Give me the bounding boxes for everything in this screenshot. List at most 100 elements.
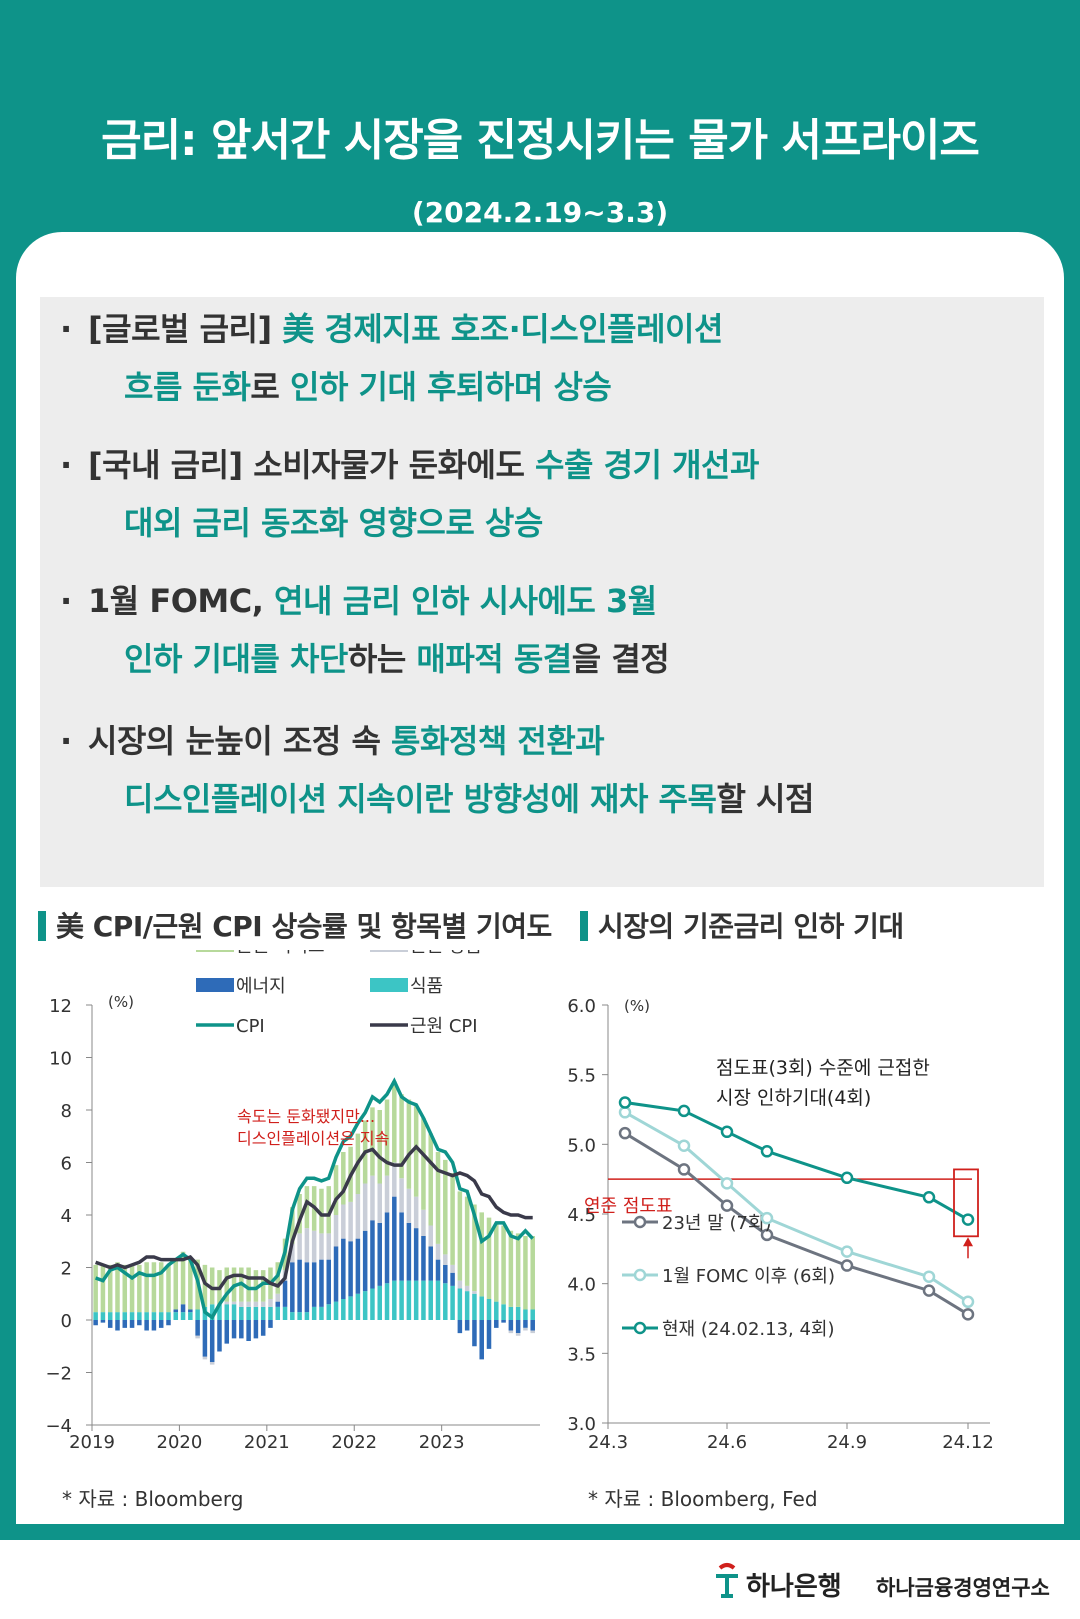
y-tick-label: 6 <box>61 1154 72 1175</box>
bar-energy <box>333 1246 339 1302</box>
bullet-dot: · <box>60 310 72 348</box>
chart-annotation: 디스인플레이션은 지속 <box>237 1129 389 1148</box>
bar-energy <box>115 1320 120 1331</box>
left-source: * 자료 : Bloomberg <box>62 1487 244 1511</box>
bar-energy <box>93 1320 98 1326</box>
highlight-text: 연내 금리 인하 시사에도 3월 <box>274 582 657 620</box>
bar-energy <box>501 1320 506 1323</box>
right-chart-title: 시장의 기준금리 인하 기대 <box>580 905 904 945</box>
y-tick-label: 8 <box>61 1101 72 1122</box>
bar-food <box>377 1285 382 1320</box>
bar-food <box>275 1306 281 1320</box>
bar-food <box>479 1296 484 1320</box>
bar-food <box>304 1312 310 1320</box>
bullet-text: 할 시점 <box>716 780 814 818</box>
bar-goods <box>326 1233 332 1260</box>
bar-food <box>399 1280 404 1320</box>
y-tick-label: 4.5 <box>567 1205 596 1226</box>
core-cpi-line <box>95 1144 533 1291</box>
bar-goods <box>457 1280 463 1289</box>
bar-goods <box>377 1183 382 1223</box>
bullet-text: [글로벌 금리] <box>88 310 283 348</box>
bar-energy <box>129 1320 135 1328</box>
series-point <box>840 1259 854 1272</box>
bar-food <box>239 1306 244 1320</box>
bar-energy <box>209 1320 215 1362</box>
bar-energy <box>472 1320 477 1347</box>
bar-energy <box>268 1320 273 1328</box>
chart-annotation: 시장 인하기대(4회) <box>716 1087 871 1109</box>
bar-services <box>421 1117 426 1210</box>
bar-food <box>217 1304 222 1320</box>
series-point <box>922 1284 936 1297</box>
series-point <box>720 1125 734 1139</box>
bar-energy <box>326 1259 332 1305</box>
bar-goods <box>428 1225 433 1247</box>
footer-logo-text: 하나은행 <box>746 1572 842 1602</box>
bar-food <box>355 1293 361 1320</box>
legend-label: 근원 CPI <box>410 1016 478 1037</box>
bar-energy <box>428 1246 433 1281</box>
bar-goods <box>290 1243 295 1263</box>
bar-services <box>384 1099 390 1176</box>
bar-food <box>224 1304 230 1320</box>
bar-food <box>195 1309 200 1320</box>
bar-energy <box>362 1230 368 1292</box>
highlight-text: 수출 경기 개선과 <box>535 446 759 484</box>
legend-swatch <box>196 978 234 992</box>
bar-energy <box>151 1320 157 1331</box>
y-tick-label: 6.0 <box>567 996 596 1017</box>
y-tick-label: 5.5 <box>567 1066 596 1087</box>
series-point <box>760 1145 774 1158</box>
legend-label: 에너지 <box>236 976 286 997</box>
bar-food <box>326 1304 332 1320</box>
bar-services <box>129 1264 135 1313</box>
bar-energy <box>246 1320 251 1341</box>
bar-energy <box>290 1262 295 1313</box>
bar-food <box>319 1306 324 1320</box>
cpi-contribution-chart: 12 10 8 6 4 2 0 −2 −4 (%) 2019 2020 2021 2022 2023 근원 서… <box>45 950 540 1450</box>
bar-goods <box>341 1204 346 1239</box>
bar-services <box>137 1264 142 1313</box>
hana-logo-icon <box>716 1563 738 1598</box>
bar-energy <box>464 1320 470 1331</box>
bar-services <box>341 1152 346 1205</box>
bar-goods <box>530 1330 535 1334</box>
bar-energy <box>319 1259 324 1307</box>
bar-food <box>311 1306 317 1320</box>
x-tick-label: 2019 <box>69 1432 115 1450</box>
bar-food <box>129 1312 135 1320</box>
bar-energy <box>348 1241 353 1297</box>
summary-bullet: · 시장의 눈높이 조정 속 통화정책 전환과 디스인플레이션 지속이란 방향성에 … <box>60 712 814 828</box>
bar-services <box>501 1225 506 1305</box>
bar-goods <box>260 1301 266 1307</box>
bar-food <box>392 1280 397 1320</box>
bar-services <box>202 1264 208 1307</box>
bar-services <box>158 1262 164 1313</box>
y-unit-label: (%) <box>624 997 650 1015</box>
bar-food <box>362 1291 368 1320</box>
bar-goods <box>202 1356 208 1360</box>
rate-cut-expectation-chart: 6.0 5.5 5.0 4.5 4.0 3.5 3.0 (%) 24.3 24.6 24.9 24.1… <box>567 996 993 1450</box>
highlight-text: 흐름 둔화 <box>124 368 251 406</box>
bar-goods <box>355 1194 361 1239</box>
title-bar-icon <box>38 911 46 941</box>
bar-services <box>333 1165 339 1215</box>
bar-services <box>472 1204 477 1292</box>
series-point <box>961 1295 975 1309</box>
bar-energy <box>530 1320 535 1331</box>
x-tick-label: 2020 <box>157 1432 203 1450</box>
y-tick-label: −4 <box>45 1416 72 1437</box>
bar-services <box>450 1173 455 1265</box>
bar-services <box>188 1257 193 1310</box>
bar-food <box>384 1283 390 1320</box>
bar-energy <box>523 1320 528 1328</box>
bar-food <box>450 1285 455 1320</box>
bar-energy <box>144 1320 149 1331</box>
bar-energy <box>457 1320 463 1334</box>
dot-plot-label: 연준 점도표 <box>584 1196 673 1217</box>
bar-energy <box>377 1222 382 1286</box>
bar-services <box>464 1196 470 1286</box>
bar-food <box>472 1293 477 1320</box>
bar-energy <box>224 1320 230 1344</box>
